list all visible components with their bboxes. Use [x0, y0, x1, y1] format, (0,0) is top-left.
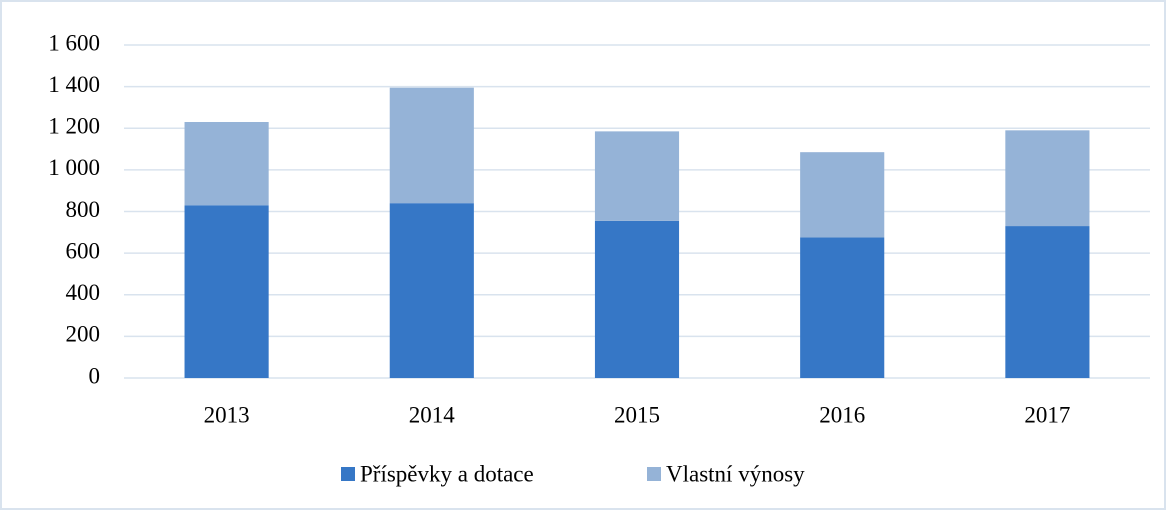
x-tick-label: 2015 — [614, 402, 660, 427]
y-tick-label: 200 — [66, 322, 101, 347]
bar-segment — [1005, 226, 1090, 378]
bar-segment — [800, 237, 885, 378]
x-tick-label: 2016 — [819, 402, 865, 427]
bar-segment — [389, 203, 474, 378]
y-tick-label: 0 — [89, 363, 101, 388]
legend-label: Vlastní výnosy — [666, 461, 805, 486]
x-tick-label: 2013 — [204, 402, 250, 427]
x-tick-label: 2017 — [1024, 402, 1070, 427]
y-tick-label: 400 — [66, 280, 101, 305]
y-tick-label: 600 — [66, 238, 101, 263]
bar-segment — [594, 131, 680, 221]
bar-segment — [594, 220, 680, 378]
bar-segment — [389, 87, 474, 204]
y-tick-label: 1 400 — [48, 72, 100, 97]
y-tick-label: 800 — [66, 197, 101, 222]
y-tick-label: 1 000 — [48, 155, 100, 180]
legend-label: Příspěvky a dotace — [360, 461, 534, 486]
bar-segment — [184, 205, 269, 378]
bar-segment — [184, 122, 269, 206]
y-tick-label: 1 600 — [48, 30, 100, 55]
legend-swatch — [341, 467, 355, 481]
x-tick-label: 2014 — [409, 402, 456, 427]
y-tick-label: 1 200 — [48, 114, 100, 139]
legend-swatch — [647, 467, 661, 481]
bar-segment — [800, 152, 885, 238]
bar-segment — [1005, 130, 1090, 227]
